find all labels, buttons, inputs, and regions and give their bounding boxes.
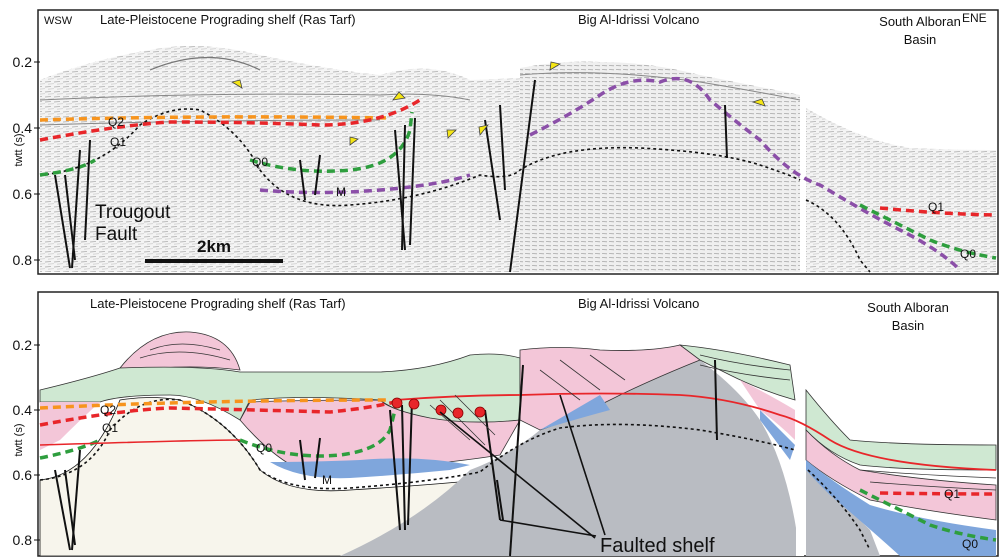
seismic-texture-left <box>40 46 520 272</box>
top-title-center: Big Al-Idrissi Volcano <box>578 12 699 27</box>
top-title-right-line2: Basin <box>904 32 937 47</box>
top-title-left: Late-Pleistocene Prograding shelf (Ras T… <box>100 12 356 27</box>
bottom-label-m: M <box>322 473 332 487</box>
fault-label-line2: Fault <box>95 224 138 245</box>
bottom-horizon-q0-right <box>859 488 997 542</box>
bottom-label-q1-right: Q1 <box>944 487 960 501</box>
bottom-y-tick-1: 0.4 <box>13 402 33 418</box>
top-faults <box>54 79 728 273</box>
seismic-texture-basin <box>806 108 996 272</box>
top-label-q0-right: Q0 <box>960 247 976 261</box>
bottom-label-q0: Q0 <box>256 441 272 455</box>
bottom-label-q1: Q1 <box>102 421 118 435</box>
bottom-title-left: Late-Pleistocene Prograding shelf (Ras T… <box>90 296 346 311</box>
top-progradation-arrows <box>230 61 766 146</box>
top-y-axis: twtt (s) 0.2 0.4 0.6 0.8 <box>13 54 40 268</box>
bottom-volcano-body <box>340 350 800 556</box>
top-label-q0: Q0 <box>252 155 268 169</box>
top-horizon-q0-left <box>39 158 96 177</box>
top-title-right-line1: South Alboran <box>879 14 961 29</box>
top-label-q1-right: Q1 <box>928 200 944 214</box>
bottom-title-center: Big Al-Idrissi Volcano <box>578 296 699 311</box>
bottom-label-q2: Q2 <box>100 403 116 417</box>
bottom-basement-horizon-right <box>807 469 871 551</box>
top-label-q1: Q1 <box>110 135 126 149</box>
bottom-faults <box>54 359 718 557</box>
bottom-horizon-q0 <box>239 409 397 458</box>
top-horizon-q0 <box>249 111 414 173</box>
bottom-red-solid-left <box>39 439 241 446</box>
top-panel-gap <box>800 95 806 273</box>
top-horizon-q1-right <box>879 206 997 217</box>
bottom-horizon-q1-right <box>879 491 997 496</box>
bottom-horizon-q1 <box>39 400 396 427</box>
top-horizon-q0-right <box>859 203 997 260</box>
top-y-tick-3: 0.8 <box>13 252 33 268</box>
bottom-blue-unit-m <box>270 458 470 479</box>
top-y-tick-1: 0.4 <box>13 120 33 136</box>
bottom-y-axis-label: twtt (s) <box>13 424 25 457</box>
top-panel: 2km WSW Late-Pleistocene Prograding shel… <box>13 9 999 275</box>
fault-label-line1: Trougout <box>95 202 171 223</box>
scale-bar-label: 2km <box>197 237 231 256</box>
bottom-horizon-q0-left <box>39 438 101 460</box>
bottom-label-q0-right: Q0 <box>962 537 978 551</box>
bottom-basin-pink <box>805 429 997 521</box>
bottom-y-axis: twtt (s) 0.2 0.4 0.6 0.8 <box>13 337 40 548</box>
top-corner-right-label: ENE <box>962 11 987 25</box>
top-horizon-q2 <box>39 115 391 122</box>
bottom-panel-gap <box>796 330 804 556</box>
bottom-title-right-line1: South Alboran <box>867 300 949 315</box>
bottom-y-tick-0: 0.2 <box>13 337 33 353</box>
bottom-y-tick-2: 0.6 <box>13 467 33 483</box>
bottom-prograding-lines <box>139 343 997 491</box>
bottom-fault-markers <box>391 397 486 419</box>
bottom-pink-volcano-right <box>740 380 795 440</box>
top-label-m: M <box>336 185 346 199</box>
top-y-axis-label: twtt (s) <box>13 134 25 167</box>
top-horizon-m <box>259 173 471 195</box>
seismic-texture-volcano <box>520 61 800 272</box>
bottom-title-right-line2: Basin <box>892 318 925 333</box>
top-label-q2: Q2 <box>108 115 124 129</box>
bottom-horizon-q2 <box>39 398 391 410</box>
annotation-arrows <box>439 394 606 539</box>
bottom-pink-left <box>40 402 100 450</box>
bottom-panel: Faulted shelf Late-Pleistocene Progradin… <box>13 291 999 557</box>
top-horizon-q1 <box>39 98 421 142</box>
top-y-tick-0: 0.2 <box>13 54 33 70</box>
top-y-tick-2: 0.6 <box>13 186 33 202</box>
bottom-pink-mound <box>119 331 241 371</box>
top-basement-horizon-right <box>805 199 871 273</box>
bottom-blue-volcano <box>540 395 610 430</box>
bottom-y-tick-3: 0.8 <box>13 532 33 548</box>
annotation-faulted-shelf: Faulted shelf <box>600 535 715 557</box>
top-corner-left-label: WSW <box>44 15 73 27</box>
